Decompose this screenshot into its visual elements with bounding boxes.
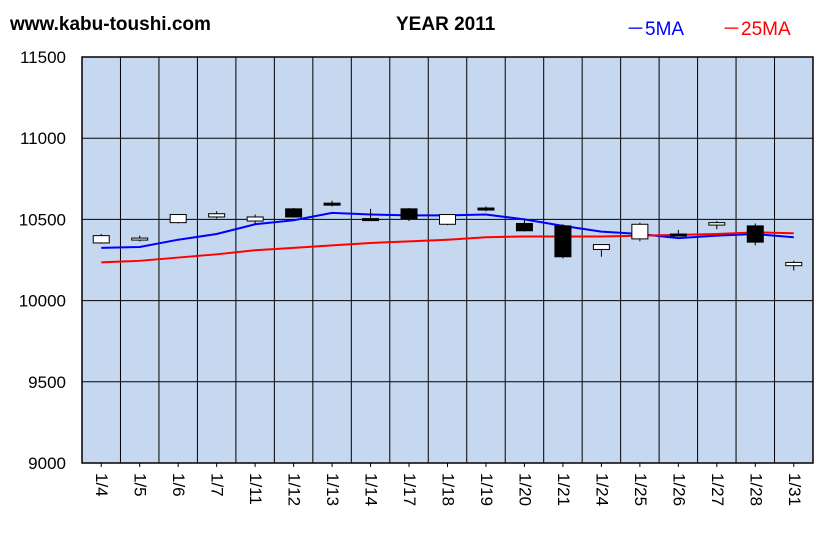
x-tick-label: 1/18 [439, 473, 458, 506]
candle-body [323, 202, 341, 206]
x-tick-label: 1/20 [515, 473, 534, 506]
x-tick-label: 1/24 [592, 473, 611, 506]
candle-body [592, 244, 610, 250]
candle-body [708, 222, 726, 226]
candle [323, 200, 341, 207]
y-tick-label: 10000 [19, 292, 66, 311]
x-tick-label: 1/31 [785, 473, 804, 506]
candle-body [669, 233, 687, 237]
x-tick-label: 1/5 [131, 473, 150, 497]
candle [554, 224, 572, 259]
y-tick-label: 11000 [20, 129, 66, 148]
candle-body [92, 235, 110, 244]
candle-body [554, 225, 572, 258]
candle [400, 208, 418, 222]
x-tick-label: 1/12 [285, 473, 304, 506]
candle [515, 219, 533, 232]
candle-body [208, 213, 226, 218]
x-tick-label: 1/4 [92, 473, 111, 497]
candle [785, 260, 803, 271]
candle [631, 222, 649, 242]
candle [131, 235, 149, 242]
candle [362, 208, 380, 222]
candle [285, 208, 303, 218]
candle-body [285, 208, 303, 218]
y-tick-label: 9000 [28, 454, 66, 473]
candle [746, 223, 764, 246]
y-tick-label: 10500 [19, 210, 66, 229]
x-tick-label: 1/28 [746, 473, 765, 506]
candle-body [131, 237, 149, 241]
x-tick-label: 1/25 [631, 473, 650, 506]
candle [477, 206, 495, 212]
candle [669, 229, 687, 237]
x-tick-label: 1/27 [708, 473, 727, 506]
candle [208, 211, 226, 219]
plot-area [82, 57, 813, 463]
candle-body [439, 214, 456, 225]
candle-body [515, 222, 533, 232]
candle-body [169, 214, 187, 224]
x-tick-label: 1/13 [323, 473, 342, 506]
chart-title: YEAR 2011 [396, 14, 496, 35]
candles [92, 200, 803, 271]
candle [592, 244, 610, 257]
y-tick-label: 9500 [28, 373, 66, 392]
y-tick-label: 11500 [20, 48, 66, 67]
x-axis: 1/4 1/5 1/6 1/7 1/11 1/12 1/13 1/14 1/17 1/18 1/19… [92, 463, 804, 506]
candle-body [362, 218, 380, 222]
x-tick-label: 1/26 [669, 473, 688, 506]
candle [169, 214, 187, 224]
legend-25ma: －25MA [722, 19, 791, 40]
x-tick-label: 1/19 [477, 473, 496, 506]
candle [708, 221, 726, 230]
x-tick-label: 1/11 [246, 473, 265, 505]
candle-body [400, 208, 418, 220]
plot-border [81, 56, 814, 464]
candle-body [477, 207, 495, 211]
candle [246, 214, 264, 225]
candle-body [631, 223, 649, 240]
site-url: www.kabu-toushi.com [10, 14, 211, 35]
y-axis: 9000 9500 10000 10500 11000 11500 [19, 48, 66, 473]
x-tick-label: 1/17 [400, 473, 419, 506]
candle [439, 214, 456, 226]
candle-body [246, 216, 264, 222]
x-tick-label: 1/14 [362, 473, 381, 506]
x-tick-label: 1/21 [554, 473, 573, 506]
x-tick-label: 1/6 [169, 473, 188, 497]
x-tick-label: 1/7 [208, 473, 227, 497]
legend-5ma: －5MA [626, 19, 685, 40]
candle [92, 234, 110, 244]
candle-body [746, 225, 764, 243]
candle-body [785, 261, 803, 267]
